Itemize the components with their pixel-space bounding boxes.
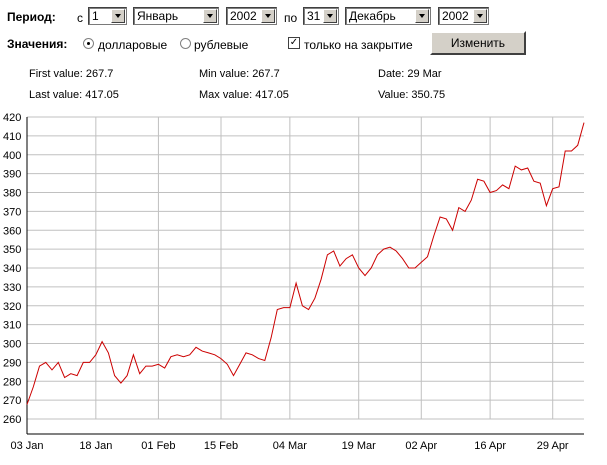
- from-label: с: [77, 11, 83, 25]
- y-tick-label: 270: [3, 395, 21, 407]
- to-month-select[interactable]: Декабрь: [345, 7, 431, 25]
- close-only-label: только на закрытие: [304, 38, 413, 52]
- to-day-select[interactable]: 31: [303, 7, 339, 25]
- chevron-down-icon[interactable]: [473, 9, 487, 23]
- from-year-select[interactable]: 2002: [226, 7, 277, 25]
- x-tick-label: 15 Feb: [204, 440, 238, 452]
- to-day-value: 31: [307, 9, 321, 23]
- value-readout: Value: 350.75: [378, 89, 446, 101]
- from-month-value: Январь: [137, 9, 179, 23]
- price-chart[interactable]: 260 270 280 290 300 310 320 330 340 350 360 370 380 3…: [0, 110, 607, 465]
- change-button[interactable]: Изменить: [430, 31, 526, 55]
- x-tick-label: 03 Jan: [10, 440, 43, 452]
- y-tick-label: 420: [3, 112, 21, 124]
- period-label: Период:: [7, 10, 56, 24]
- from-month-select[interactable]: Январь: [133, 7, 219, 25]
- radio-dollar-label: долларовые: [98, 38, 168, 52]
- min-value: Min value: 267.7: [199, 68, 280, 80]
- to-label: по: [284, 11, 298, 25]
- last-value: Last value: 417.05: [29, 89, 119, 101]
- date-readout: Date: 29 Mar: [378, 68, 442, 80]
- price-series-line: [26, 122, 585, 405]
- x-tick-label: 19 Mar: [342, 440, 377, 452]
- close-only-checkbox[interactable]: ✓: [288, 37, 300, 49]
- y-tick-label: 380: [3, 188, 21, 200]
- y-tick-label: 330: [3, 282, 21, 294]
- y-tick-label: 320: [3, 301, 21, 313]
- chevron-down-icon[interactable]: [323, 9, 337, 23]
- y-tick-label: 390: [3, 169, 21, 181]
- chevron-down-icon[interactable]: [261, 9, 275, 23]
- to-month-value: Декабрь: [349, 9, 396, 23]
- x-tick-label: 29 Apr: [537, 440, 569, 452]
- radio-ruble-label: рублевые: [194, 38, 249, 52]
- y-tick-label: 360: [3, 225, 21, 237]
- y-tick-label: 350: [3, 244, 21, 256]
- y-tick-label: 310: [3, 320, 21, 332]
- chevron-down-icon[interactable]: [415, 9, 429, 23]
- y-tick-label: 410: [3, 131, 21, 143]
- max-value: Max value: 417.05: [199, 89, 289, 101]
- y-tick-label: 340: [3, 263, 21, 275]
- x-tick-label: 16 Apr: [474, 440, 506, 452]
- from-year-value: 2002: [230, 9, 257, 23]
- from-day-value: 1: [92, 9, 99, 23]
- chevron-down-icon[interactable]: [203, 9, 217, 23]
- x-tick-label: 18 Jan: [79, 440, 112, 452]
- checkmark-icon: ✓: [289, 37, 299, 48]
- y-tick-label: 300: [3, 339, 21, 351]
- first-value: First value: 267.7: [29, 68, 114, 80]
- to-year-value: 2002: [442, 9, 469, 23]
- y-tick-label: 280: [3, 376, 21, 388]
- to-year-select[interactable]: 2002: [438, 7, 489, 25]
- radio-ruble[interactable]: [180, 38, 191, 49]
- y-tick-label: 260: [3, 414, 21, 426]
- x-tick-label: 01 Feb: [141, 440, 175, 452]
- y-tick-label: 400: [3, 150, 21, 162]
- from-day-select[interactable]: 1: [88, 7, 127, 25]
- chevron-down-icon[interactable]: [111, 9, 125, 23]
- x-tick-label: 04 Mar: [273, 440, 308, 452]
- x-tick-label: 02 Apr: [405, 440, 437, 452]
- radio-dollar[interactable]: [83, 38, 94, 49]
- values-label: Значения:: [7, 37, 68, 51]
- y-tick-label: 370: [3, 206, 21, 218]
- y-tick-label: 290: [3, 357, 21, 369]
